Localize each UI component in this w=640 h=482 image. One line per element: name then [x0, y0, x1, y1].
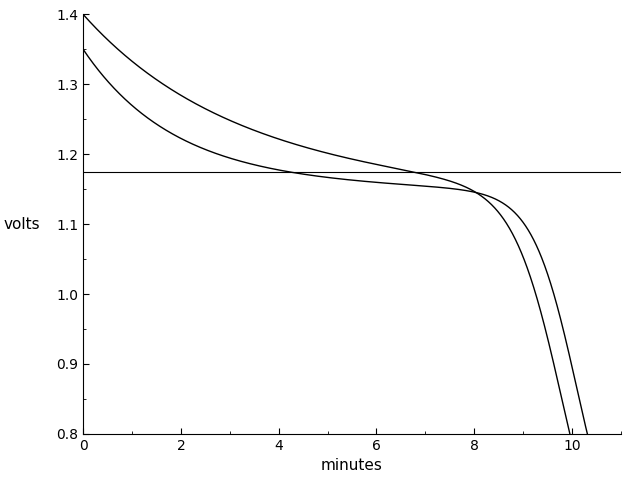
X-axis label: minutes: minutes	[321, 458, 383, 473]
Y-axis label: volts: volts	[3, 216, 40, 232]
